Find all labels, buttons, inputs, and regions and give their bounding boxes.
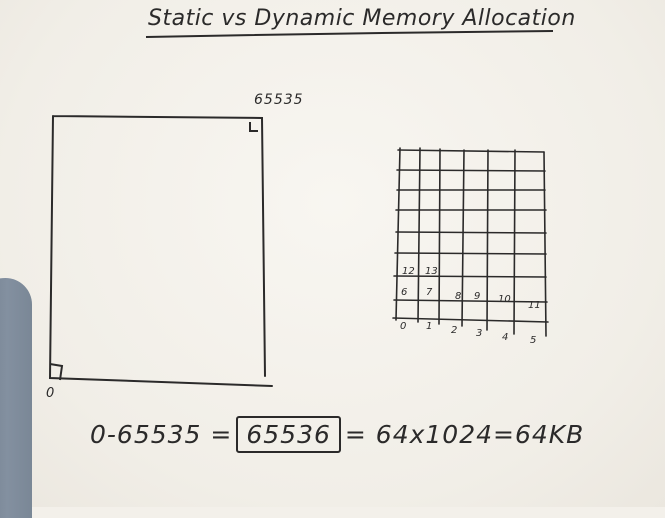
grid-label-0: 0 xyxy=(400,321,407,332)
title-underline xyxy=(145,30,554,38)
grid-label-4: 4 xyxy=(502,332,509,343)
presenter-arm xyxy=(0,278,32,518)
grid-label-10: 10 xyxy=(498,294,511,305)
memory-block-outline xyxy=(48,115,273,387)
top-address-marker xyxy=(249,122,258,132)
grid-label-13: 13 xyxy=(425,266,438,277)
grid-label-3: 3 xyxy=(476,328,483,339)
memory-grid xyxy=(392,147,549,337)
board-title: Static vs Dynamic Memory Allocation xyxy=(148,6,576,31)
equation-left: 0-65535 = xyxy=(90,420,233,449)
whiteboard xyxy=(0,0,665,507)
grid-label-1: 1 xyxy=(426,321,433,332)
grid-label-12: 12 xyxy=(402,266,415,277)
whiteboard-drawing xyxy=(48,30,554,387)
grid-label-11: 11 xyxy=(528,300,541,311)
grid-label-7: 7 xyxy=(426,287,433,298)
bottom-address-marker xyxy=(49,363,64,381)
memory-size-equation: 0-65535 = 65536 = 64x1024=64KB xyxy=(90,416,584,453)
grid-label-8: 8 xyxy=(455,291,462,302)
equation-right: = 64x1024=64KB xyxy=(344,420,585,449)
grid-label-2: 2 xyxy=(451,325,458,336)
grid-label-6: 6 xyxy=(401,287,408,298)
equation-boxed-value: 65536 xyxy=(236,416,341,453)
top-address-label: 65535 xyxy=(254,92,304,108)
grid-label-5: 5 xyxy=(530,335,537,346)
bottom-address-label: 0 xyxy=(46,386,55,401)
grid-label-9: 9 xyxy=(474,291,481,302)
